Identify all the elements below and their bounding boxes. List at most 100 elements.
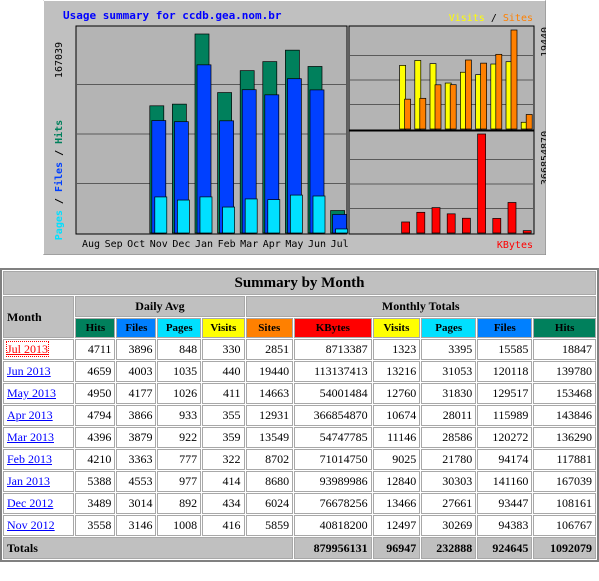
x-tick-label: Sep <box>105 239 123 250</box>
month-cell: Apr 2013 <box>3 405 75 426</box>
table-cell: 434 <box>202 493 245 514</box>
table-cell: 411 <box>202 383 245 404</box>
table-cell: 28586 <box>421 427 477 448</box>
legend-kbytes: KBytes <box>497 240 533 251</box>
x-tick-label: Feb <box>218 239 236 250</box>
left-legend-pages: Pages <box>54 210 65 240</box>
table-cell: 6024 <box>245 493 294 514</box>
month-link[interactable]: May 2013 <box>7 386 56 400</box>
table-cell: 120118 <box>477 361 533 382</box>
month-link[interactable]: Feb 2013 <box>7 452 52 466</box>
table-cell: 4177 <box>116 383 157 404</box>
bar-kbytes <box>477 133 486 234</box>
table-cell: 94383 <box>477 515 533 536</box>
legend-visits-sites: Visits / Sites <box>449 13 533 24</box>
table-cell: 4396 <box>75 427 116 448</box>
table-cell: 71014750 <box>294 449 372 470</box>
table-cell: 13216 <box>372 361 421 382</box>
table-cell: 4950 <box>75 383 116 404</box>
table-cell: 3879 <box>116 427 157 448</box>
table-cell: 1323 <box>372 339 421 360</box>
table-cell: 4794 <box>75 405 116 426</box>
table-cell: 18847 <box>533 339 596 360</box>
x-tick-label: Oct <box>127 239 145 250</box>
monthly-totals-header: Monthly Totals <box>245 296 596 317</box>
table-cell: 13466 <box>372 493 421 514</box>
summary-table: Summary by Month Month Daily Avg Monthly… <box>0 268 599 562</box>
table-cell: 1035 <box>157 361 202 382</box>
panel-right-bottom <box>348 130 535 235</box>
grid-right-bottom <box>350 159 533 209</box>
left-legend-sep2: / <box>54 144 65 162</box>
table-cell: 3866 <box>116 405 157 426</box>
table-cell: 113137413 <box>294 361 372 382</box>
table-cell: 414 <box>202 471 245 492</box>
totals-cell: 1092079 <box>533 537 596 559</box>
month-link[interactable]: Jan 2013 <box>7 474 50 488</box>
month-link[interactable]: Apr 2013 <box>7 408 53 422</box>
table-cell: 19440 <box>245 361 294 382</box>
table-row: Dec 2012 3489 3014 892 434 6024 76678256 13466 2… <box>3 493 596 514</box>
bar-kbytes <box>416 211 426 234</box>
month-cell: Nov 2012 <box>3 515 75 536</box>
table-cell: 3558 <box>75 515 116 536</box>
bar-kbytes <box>401 221 410 234</box>
bar-sites <box>525 114 533 130</box>
bar-sites <box>510 29 518 130</box>
month-header: Month <box>3 296 75 338</box>
bar-sites <box>404 98 411 130</box>
x-tick-label: Aug <box>82 239 100 250</box>
col-header-hits: Hits <box>533 318 596 338</box>
month-link[interactable]: Jun 2013 <box>7 364 51 378</box>
table-cell: 5388 <box>75 471 116 492</box>
bar-pages <box>335 228 348 234</box>
table-cell: 1026 <box>157 383 202 404</box>
month-link[interactable]: Jul 2013 <box>5 341 50 357</box>
table-cell: 54001484 <box>294 383 372 404</box>
table-cell: 8680 <box>245 471 294 492</box>
month-link[interactable]: Dec 2012 <box>7 496 54 510</box>
table-cell: 933 <box>157 405 202 426</box>
month-cell: Mar 2013 <box>3 427 75 448</box>
bar-sites <box>449 84 457 130</box>
bar-visits <box>414 60 422 130</box>
table-cell: 4210 <box>75 449 116 470</box>
table-cell: 21780 <box>421 449 477 470</box>
table-cell: 8702 <box>245 449 294 470</box>
usage-graph: Usage summary for ccdb.gea.nom.br Visits… <box>43 0 546 255</box>
col-header-visits: Visits <box>372 318 421 338</box>
table-cell: 76678256 <box>294 493 372 514</box>
table-cell: 10674 <box>372 405 421 426</box>
table-cell: 440 <box>202 361 245 382</box>
table-cell: 14663 <box>245 383 294 404</box>
panel-right-top <box>348 25 535 131</box>
bars-right-top <box>399 29 533 130</box>
col-header-files: Files <box>116 318 157 338</box>
bar-sites <box>434 84 442 130</box>
table-cell: 366854870 <box>294 405 372 426</box>
table-cell: 4711 <box>75 339 116 360</box>
x-tick-label: Nov <box>150 239 168 250</box>
table-cell: 2851 <box>245 339 294 360</box>
daily-avg-header: Daily Avg <box>75 296 245 317</box>
table-cell: 4003 <box>116 361 157 382</box>
table-cell: 330 <box>202 339 245 360</box>
month-cell: Dec 2012 <box>3 493 75 514</box>
table-cell: 11146 <box>372 427 421 448</box>
col-header-pages: Pages <box>157 318 202 338</box>
totals-cell: 232888 <box>421 537 477 559</box>
left-legend-files: Files <box>53 162 65 192</box>
table-cell: 977 <box>157 471 202 492</box>
table-cell: 3014 <box>116 493 157 514</box>
column-header-row: Hits Files Pages Visits Sites KBytes Visits Pag… <box>3 318 596 338</box>
table-cell: 31053 <box>421 361 477 382</box>
table-cell: 117881 <box>533 449 596 470</box>
table-cell: 115989 <box>477 405 533 426</box>
month-link[interactable]: Nov 2012 <box>7 518 55 532</box>
table-row: Jun 2013 4659 4003 1035 440 19440 113137413 132… <box>3 361 596 382</box>
col-header-visits: Visits <box>202 318 245 338</box>
table-cell: 153468 <box>533 383 596 404</box>
table-cell: 139780 <box>533 361 596 382</box>
month-link[interactable]: Mar 2013 <box>7 430 54 444</box>
table-cell: 136290 <box>533 427 596 448</box>
